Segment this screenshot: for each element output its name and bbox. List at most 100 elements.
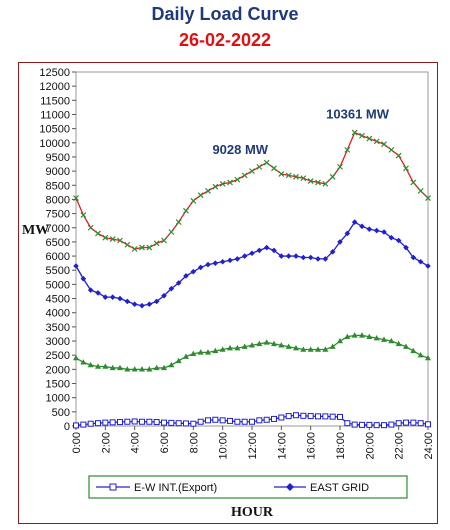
data-point <box>410 254 417 261</box>
data-point <box>344 146 351 153</box>
data-point <box>87 420 94 427</box>
x-axis-label: HOUR <box>231 505 274 520</box>
data-point <box>227 417 233 424</box>
data-point <box>344 230 351 237</box>
data-point <box>117 295 123 302</box>
y-tick-label: 1000 <box>46 393 70 405</box>
data-point <box>373 138 380 145</box>
data-point <box>95 363 101 369</box>
data-point <box>388 146 395 153</box>
data-point <box>351 129 358 136</box>
data-point <box>403 343 409 349</box>
data-point <box>285 413 292 420</box>
data-point <box>359 223 365 230</box>
x-axis: 0:00 2:00 4:00 6:00 8:00 10:00 12:00 14:00 16:00… <box>71 426 435 460</box>
series-1 <box>73 219 431 309</box>
data-point <box>359 132 365 139</box>
data-point <box>285 253 292 259</box>
y-tick-label: 4000 <box>46 308 70 320</box>
y-tick-label: 5500 <box>46 265 70 277</box>
data-point <box>351 332 358 338</box>
data-point <box>190 197 197 204</box>
data-point <box>410 347 417 354</box>
data-point <box>109 236 116 243</box>
data-point <box>344 420 351 427</box>
data-point <box>300 254 307 261</box>
data-point <box>381 336 387 342</box>
data-point <box>293 173 299 180</box>
data-point <box>102 234 109 241</box>
data-point <box>395 237 402 244</box>
data-point <box>80 359 87 365</box>
x-tick-label: 2:00 <box>100 432 112 453</box>
data-point <box>234 344 241 351</box>
y-tick-label: 2500 <box>46 350 70 362</box>
x-tick-label: 18:00 <box>335 432 347 460</box>
y-tick-label: 11000 <box>40 109 70 121</box>
data-point <box>381 141 387 148</box>
peak-annotation: 9028 MW <box>212 142 268 157</box>
data-point <box>395 152 402 159</box>
data-point <box>315 413 321 420</box>
data-point <box>153 419 160 426</box>
data-point <box>388 421 395 428</box>
data-point <box>278 171 285 177</box>
data-point <box>337 239 343 245</box>
data-point <box>241 172 248 179</box>
data-point <box>219 417 226 424</box>
data-point <box>417 188 424 194</box>
data-point <box>168 285 175 292</box>
x-tick-label: 10:00 <box>218 432 230 460</box>
data-point <box>117 419 123 426</box>
series-2 <box>73 332 431 372</box>
data-point <box>271 165 277 172</box>
data-point <box>212 183 219 190</box>
data-point <box>403 165 409 172</box>
data-point <box>234 176 241 183</box>
data-point <box>146 244 153 251</box>
data-point <box>241 253 248 259</box>
data-point <box>139 418 145 425</box>
data-point <box>395 420 402 427</box>
data-point <box>351 219 358 225</box>
data-point <box>205 349 211 355</box>
data-point <box>410 179 417 186</box>
data-point <box>263 339 270 345</box>
peak-annotation: 10361 MW <box>326 107 390 122</box>
data-point <box>293 344 299 351</box>
data-point <box>351 421 358 428</box>
data-point <box>344 333 351 339</box>
y-tick-label: 0 <box>64 421 70 433</box>
data-point <box>322 180 329 187</box>
data-point <box>366 135 373 142</box>
data-point <box>395 340 402 347</box>
data-point <box>190 268 197 275</box>
data-point <box>359 332 365 338</box>
y-tick-label: 8500 <box>46 180 70 192</box>
y-tick-label: 12500 <box>39 67 70 79</box>
data-point <box>329 173 336 180</box>
data-point <box>73 195 79 201</box>
chart-frame <box>18 62 438 524</box>
data-point <box>300 412 307 419</box>
data-point <box>293 253 299 259</box>
data-point <box>183 420 189 427</box>
data-point <box>425 421 431 428</box>
data-point <box>256 163 263 170</box>
data-point <box>227 344 233 351</box>
data-point <box>263 416 270 423</box>
x-tick-label: 8:00 <box>188 432 200 453</box>
data-point <box>190 350 197 356</box>
data-point <box>322 256 329 262</box>
data-point <box>337 163 343 170</box>
data-point <box>381 229 387 235</box>
y-tick-label: 10500 <box>39 124 70 136</box>
x-tick-label: 0:00 <box>71 432 83 453</box>
data-point <box>146 366 153 372</box>
data-point <box>285 343 292 349</box>
x-tick-label: 14:00 <box>276 432 288 460</box>
data-point <box>109 294 116 300</box>
data-point <box>271 247 277 254</box>
y-tick-label: 6500 <box>46 237 70 249</box>
data-point <box>234 418 241 425</box>
